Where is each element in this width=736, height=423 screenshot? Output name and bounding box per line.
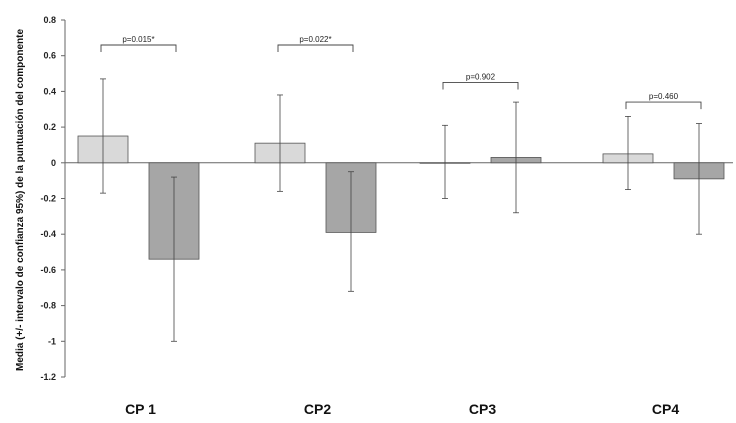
y-tick-label: -0.6 [40,265,56,275]
significance-bracket [277,44,354,52]
p-value-label: p=0.460 [649,92,679,101]
significance-bracket [625,101,702,110]
y-tick-label: 0 [51,158,56,168]
y-tick-label: 0.8 [43,15,56,25]
y-tick-label: -0.2 [40,194,56,204]
y-tick-label: -1 [48,336,56,346]
p-value-label: p=0.902 [466,72,496,81]
category-label: CP3 [469,401,496,417]
p-value-label: p=0.022* [299,35,331,44]
error-bars [100,78,702,342]
y-tick-label: 0.4 [43,86,56,96]
annotations: p=0.015* p=0.022* p=0.902 p=0.460 [100,35,702,110]
y-axis-label: Media (+/- intervalo de confianza 95%) d… [15,29,26,371]
significance-bracket [442,82,519,90]
p-value-label: p=0.015* [122,35,154,44]
significance-bracket [100,44,177,52]
category-label: CP4 [652,401,679,417]
category-labels: CP 1 CP2 CP3 CP4 [125,401,679,417]
y-ticks: 0.8 0.6 0.4 0.2 0 -0.2 -0.4 -0.6 -0.8 -1 -1.2 [40,15,65,382]
category-label: CP 1 [125,401,156,417]
y-tick-label: -0.8 [40,301,56,311]
bars [77,135,725,260]
y-tick-label: 0.6 [43,51,56,61]
y-tick-label: 0.2 [43,122,56,132]
y-tick-label: -1.2 [40,372,56,382]
y-tick-label: -0.4 [40,229,56,239]
category-label: CP2 [304,401,331,417]
